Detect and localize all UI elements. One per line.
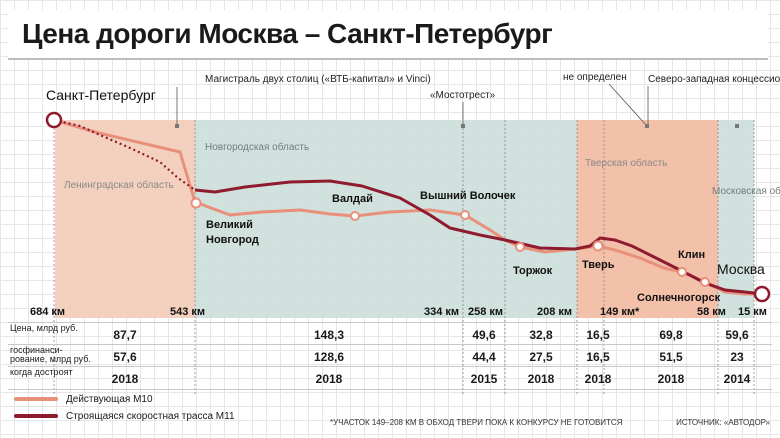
source-note: ИСТОЧНИК: «АВТОДОР»: [676, 418, 770, 427]
city-dot-solnech: [700, 277, 710, 287]
city-label-solnech: Солнечногорск: [637, 292, 721, 304]
region-tver-label: Тверская область: [585, 157, 667, 169]
funding-cell: 23: [730, 350, 744, 364]
route-m11: [194, 179, 763, 296]
price-cell: 16,5: [586, 328, 610, 342]
operator-label-3: не определен: [563, 72, 627, 83]
year-cell: 2018: [584, 372, 612, 386]
region-novgorod-label: Новгородская область: [205, 141, 309, 153]
km-mark-58: 58 км: [697, 306, 726, 318]
city-label-novgorod-1: Великий: [206, 219, 253, 231]
funding-cell: 27,5: [529, 350, 553, 364]
city-label-moscow: Москва: [717, 261, 765, 277]
region-moscow-label: Московская область: [712, 185, 780, 197]
city-label-klin: Клин: [678, 249, 705, 261]
km-mark-208: 208 км: [537, 306, 572, 318]
city-label-spb: Санкт-Петербург: [46, 87, 156, 103]
city-dot-torzhok: [515, 242, 525, 252]
row-label-price: Цена, млрд руб.: [10, 323, 78, 333]
title-box: Цена дороги Москва – Санкт-Петербург: [8, 10, 768, 60]
price-cell: 49,6: [472, 328, 496, 342]
km-mark-15: 15 км: [738, 306, 767, 318]
city-dot-moscow: [753, 285, 771, 303]
region-novgorod-bg: [195, 120, 577, 318]
operator-label-4: Северо-западная концессионная компания (…: [648, 74, 780, 85]
city-label-volochek: Вышний Волочек: [420, 190, 516, 202]
city-dot-spb: [45, 111, 63, 129]
table-row-price: Цена, млрд руб. 87,7 148,3 49,6 32,8 16,…: [8, 322, 772, 345]
price-cell: 69,8: [659, 328, 683, 342]
year-cell: 2018: [111, 372, 139, 386]
legend-label-m10: Действующая М10: [66, 393, 153, 405]
legend-label-m11: Строящаяся скоростная трасса М11: [66, 410, 235, 422]
funding-cell: 44,4: [472, 350, 496, 364]
footnote: *УЧАСТОК 149–208 КМ В ОБХОД ТВЕРИ ПОКА К…: [330, 418, 623, 427]
legend-item-m10: Действующая М10: [14, 392, 153, 406]
km-marks: 684 км 543 км 334 км 258 км 208 км 149 к…: [30, 306, 767, 318]
funding-cell: 128,6: [313, 350, 345, 364]
page-title: Цена дороги Москва – Санкт-Петербург: [22, 18, 553, 49]
row-label-year: когда достроят: [10, 367, 73, 377]
city-dot-volochek: [460, 210, 470, 220]
region-leningrad-label: Ленинградская область: [64, 179, 174, 191]
table-row-funding: госфинанси- рование, млрд руб. 57,6 128,…: [8, 344, 772, 367]
year-cell: 2018: [657, 372, 685, 386]
operator-label-2: «Мостотрест»: [430, 90, 496, 101]
legend-swatch-m10: [14, 397, 58, 401]
region-leningrad-bg: [55, 120, 195, 318]
year-cell: 2015: [470, 372, 498, 386]
km-mark-149: 149 км*: [600, 306, 640, 318]
city-dot-novgorod: [190, 197, 202, 209]
legend-swatch-m11: [14, 414, 58, 418]
legend-item-m11: Строящаяся скоростная трасса М11: [14, 409, 235, 423]
km-mark-684: 684 км: [30, 306, 65, 318]
km-mark-334: 334 км: [424, 306, 459, 318]
year-cell: 2018: [315, 372, 343, 386]
region-tver-bg: [577, 120, 718, 318]
price-cell: 32,8: [529, 328, 553, 342]
operator-label-1: Магистраль двух столиц («ВТБ-капитал» и …: [205, 74, 431, 85]
km-mark-258: 258 км: [468, 306, 503, 318]
city-label-torzhok: Торжок: [513, 265, 553, 277]
table-row-year: когда достроят 2018 2018 2015 2018 2018 …: [8, 366, 772, 390]
funding-cell: 16,5: [586, 350, 610, 364]
year-cell: 2018: [527, 372, 555, 386]
city-label-tver: Тверь: [582, 259, 615, 271]
year-cell: 2014: [723, 372, 751, 386]
section-markers: [175, 124, 739, 128]
row-label-funding: госфинанси- рование, млрд руб.: [10, 345, 91, 364]
funding-cell: 51,5: [659, 350, 683, 364]
city-dot-tver: [592, 240, 604, 252]
section-boundaries: [53, 120, 755, 395]
price-cell: 148,3: [313, 328, 345, 342]
city-dot-klin: [677, 267, 687, 277]
route-m11-dotted: [53, 118, 196, 191]
price-cell: 87,7: [113, 328, 137, 342]
km-mark-543: 543 км: [170, 306, 205, 318]
funding-cell: 57,6: [113, 350, 137, 364]
region-moscow-bg: [718, 120, 754, 318]
price-cell: 59,6: [725, 328, 749, 342]
city-label-novgorod-2: Новгород: [206, 234, 259, 246]
city-label-valday: Валдай: [332, 193, 373, 205]
city-dot-valday: [350, 211, 360, 221]
